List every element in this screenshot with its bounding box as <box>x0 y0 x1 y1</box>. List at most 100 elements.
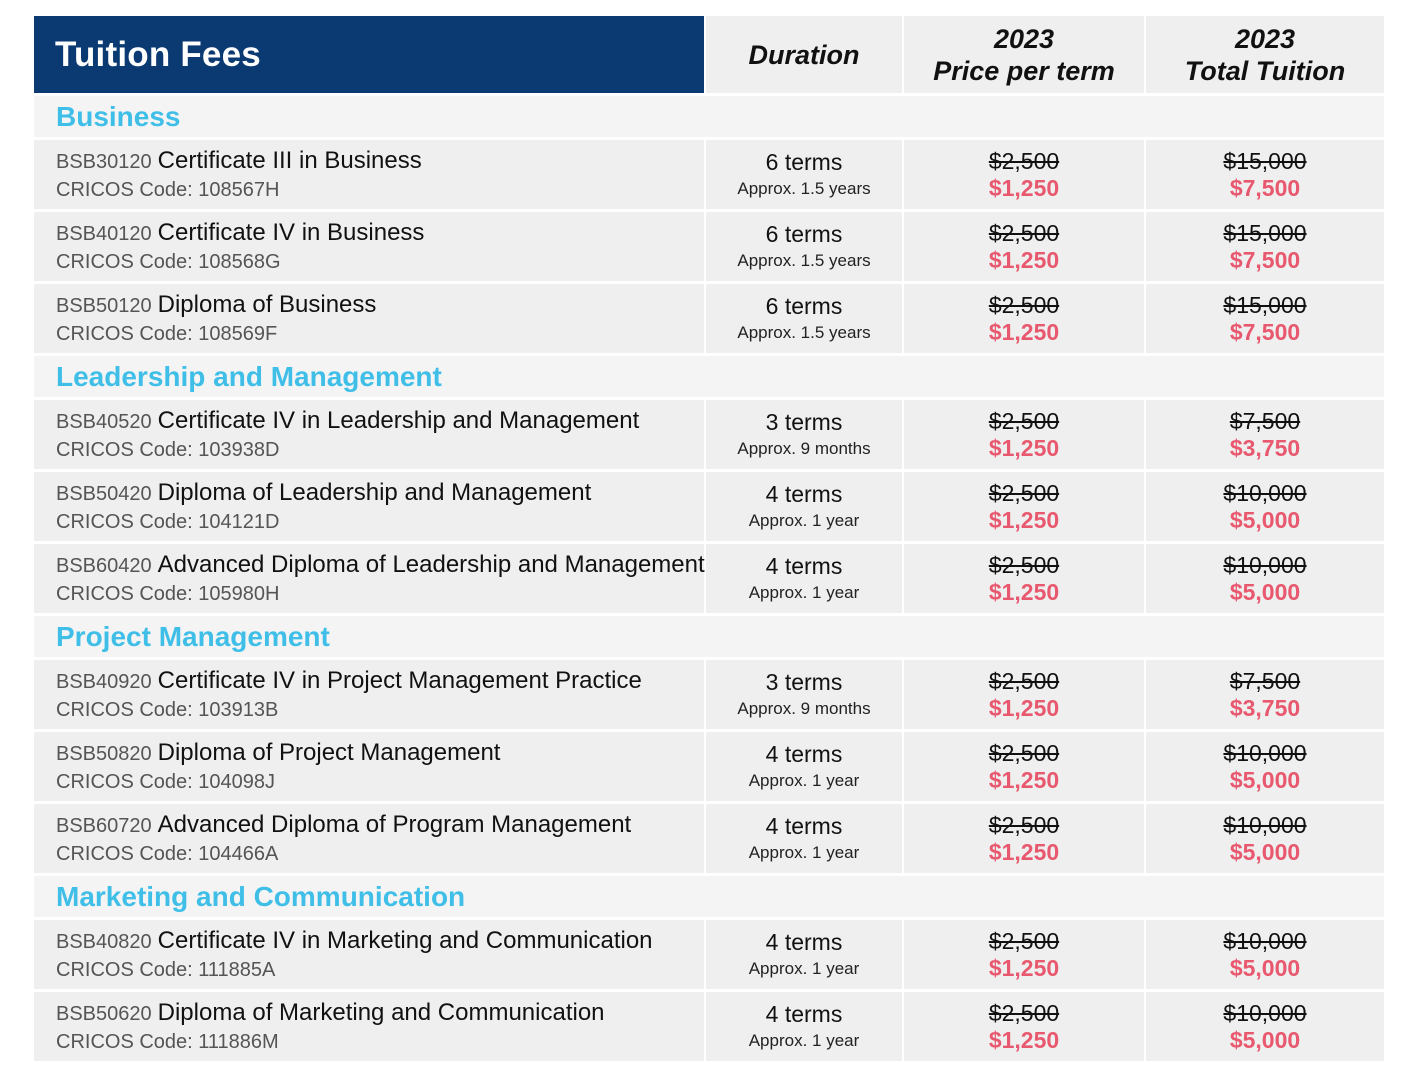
duration-terms: 6 terms <box>765 221 843 247</box>
course-code: BSB50620 <box>56 1003 152 1025</box>
category-heading: Leadership and Management <box>34 356 1384 397</box>
course-cell: BSB60420 Advanced Diploma of Leadership a… <box>34 544 705 613</box>
course-code: BSB60720 <box>56 815 152 837</box>
duration-terms: 4 terms <box>765 929 843 955</box>
discounted-price: $1,250 <box>988 434 1060 461</box>
duration-terms: 4 terms <box>765 813 843 839</box>
duration-terms: 4 terms <box>765 553 843 579</box>
course-title-line: BSB40920 Certificate IV in Project Manage… <box>56 666 704 697</box>
discounted-price: $1,250 <box>988 766 1060 793</box>
duration-approx: Approx. 1.5 years <box>737 179 871 198</box>
course-title: Certificate IV in Marketing and Communic… <box>157 927 653 954</box>
original-price: $2,500 <box>988 667 1060 694</box>
duration-approx: Approx. 1.5 years <box>737 251 871 270</box>
course-code: BSB50420 <box>56 483 152 505</box>
duration-approx: Approx. 1 year <box>748 1031 860 1050</box>
course-title: Diploma of Leadership and Management <box>157 479 592 506</box>
duration-header: Duration <box>706 16 902 93</box>
duration-cell: 6 terms Approx. 1.5 years <box>706 140 902 209</box>
duration-cell: 4 terms Approx. 1 year <box>706 544 902 613</box>
course-title: Certificate III in Business <box>157 147 422 174</box>
price-per-term-cell: $2,500 $1,250 <box>904 804 1144 873</box>
price-per-term-cell: $2,500 $1,250 <box>904 732 1144 801</box>
total-tuition-cell: $10,000 $5,000 <box>1146 920 1384 989</box>
cricos-code: CRICOS Code: 108567H <box>56 179 280 201</box>
discounted-total: $5,000 <box>1229 954 1301 981</box>
course-code: BSB40920 <box>56 671 152 693</box>
course-code: BSB50120 <box>56 295 152 317</box>
total-tuition-cell: $15,000 $7,500 <box>1146 140 1384 209</box>
discounted-total: $5,000 <box>1229 578 1301 605</box>
cricos-code: CRICOS Code: 104121D <box>56 511 280 533</box>
course-title-line: BSB50420 Diploma of Leadership and Manage… <box>56 478 704 509</box>
total-tuition-cell: $10,000 $5,000 <box>1146 544 1384 613</box>
course-title-line: BSB40820 Certificate IV in Marketing and … <box>56 926 704 957</box>
duration-cell: 6 terms Approx. 1.5 years <box>706 212 902 281</box>
price-per-term-cell: $2,500 $1,250 <box>904 920 1144 989</box>
duration-cell: 3 terms Approx. 9 months <box>706 400 902 469</box>
course-title: Advanced Diploma of Leadership and Manag… <box>157 551 705 578</box>
cricos-code: CRICOS Code: 105980H <box>56 583 280 605</box>
course-title: Certificate IV in Business <box>157 219 425 246</box>
total-tuition-cell: $10,000 $5,000 <box>1146 732 1384 801</box>
original-total: $15,000 <box>1223 219 1307 246</box>
total-tuition-cell: $10,000 $5,000 <box>1146 472 1384 541</box>
course-cell: BSB40820 Certificate IV in Marketing and … <box>34 920 704 989</box>
original-total: $10,000 <box>1223 999 1307 1026</box>
duration-terms: 6 terms <box>765 293 843 319</box>
duration-cell: 6 terms Approx. 1.5 years <box>706 284 902 353</box>
original-total: $10,000 <box>1223 811 1307 838</box>
course-code: BSB40520 <box>56 411 152 433</box>
cricos-code: CRICOS Code: 104466A <box>56 843 279 865</box>
original-price: $2,500 <box>988 551 1060 578</box>
course-title: Diploma of Marketing and Communication <box>157 999 605 1026</box>
total-tuition-cell: $15,000 $7,500 <box>1146 284 1384 353</box>
duration-terms: 4 terms <box>765 1001 843 1027</box>
category-heading: Marketing and Communication <box>34 876 1384 917</box>
course-title: Certificate IV in Project Management Pra… <box>157 667 642 694</box>
course-code: BSB40820 <box>56 931 152 953</box>
course-title: Diploma of Project Management <box>157 739 501 766</box>
original-total: $10,000 <box>1223 739 1307 766</box>
price-header-year: 2023 <box>993 23 1055 54</box>
discounted-total: $5,000 <box>1229 838 1301 865</box>
cricos-code: CRICOS Code: 108568G <box>56 251 281 273</box>
course-title-line: BSB30120 Certificate III in Business <box>56 146 704 177</box>
price-per-term-header: 2023 Price per term <box>904 16 1144 93</box>
price-header-label: Price per term <box>933 55 1115 86</box>
original-price: $2,500 <box>988 219 1060 246</box>
original-total: $7,500 <box>1229 667 1301 694</box>
course-cell: BSB40920 Certificate IV in Project Manage… <box>34 660 704 729</box>
original-total: $15,000 <box>1223 147 1307 174</box>
course-title-line: BSB40120 Certificate IV in Business <box>56 218 704 249</box>
total-tuition-cell: $10,000 $5,000 <box>1146 804 1384 873</box>
discounted-total: $7,500 <box>1229 174 1301 201</box>
cricos-code: CRICOS Code: 103938D <box>56 439 280 461</box>
discounted-total: $7,500 <box>1229 246 1301 273</box>
course-code: BSB60420 <box>56 555 152 577</box>
discounted-total: $3,750 <box>1229 434 1301 461</box>
total-header-label: Total Tuition <box>1184 55 1346 86</box>
duration-cell: 4 terms Approx. 1 year <box>706 732 902 801</box>
discounted-total: $7,500 <box>1229 318 1301 345</box>
category-heading: Project Management <box>34 616 1384 657</box>
course-cell: BSB50820 Diploma of Project Management CRI… <box>34 732 704 801</box>
cricos-code: CRICOS Code: 111885A <box>56 959 276 981</box>
original-price: $2,500 <box>988 407 1060 434</box>
duration-terms: 3 terms <box>765 669 843 695</box>
price-per-term-cell: $2,500 $1,250 <box>904 400 1144 469</box>
cricos-code: CRICOS Code: 104098J <box>56 771 276 793</box>
cricos-code: CRICOS Code: 103913B <box>56 699 279 721</box>
total-tuition-cell: $15,000 $7,500 <box>1146 212 1384 281</box>
table-title: Tuition Fees <box>34 16 704 93</box>
discounted-price: $1,250 <box>988 318 1060 345</box>
category-heading: Business <box>34 96 1384 137</box>
duration-approx: Approx. 1 year <box>748 959 860 978</box>
discounted-total: $5,000 <box>1229 506 1301 533</box>
discounted-total: $3,750 <box>1229 694 1301 721</box>
course-cell: BSB50420 Diploma of Leadership and Manage… <box>34 472 704 541</box>
original-price: $2,500 <box>988 999 1060 1026</box>
duration-cell: 4 terms Approx. 1 year <box>706 992 902 1061</box>
original-price: $2,500 <box>988 811 1060 838</box>
discounted-price: $1,250 <box>988 578 1060 605</box>
